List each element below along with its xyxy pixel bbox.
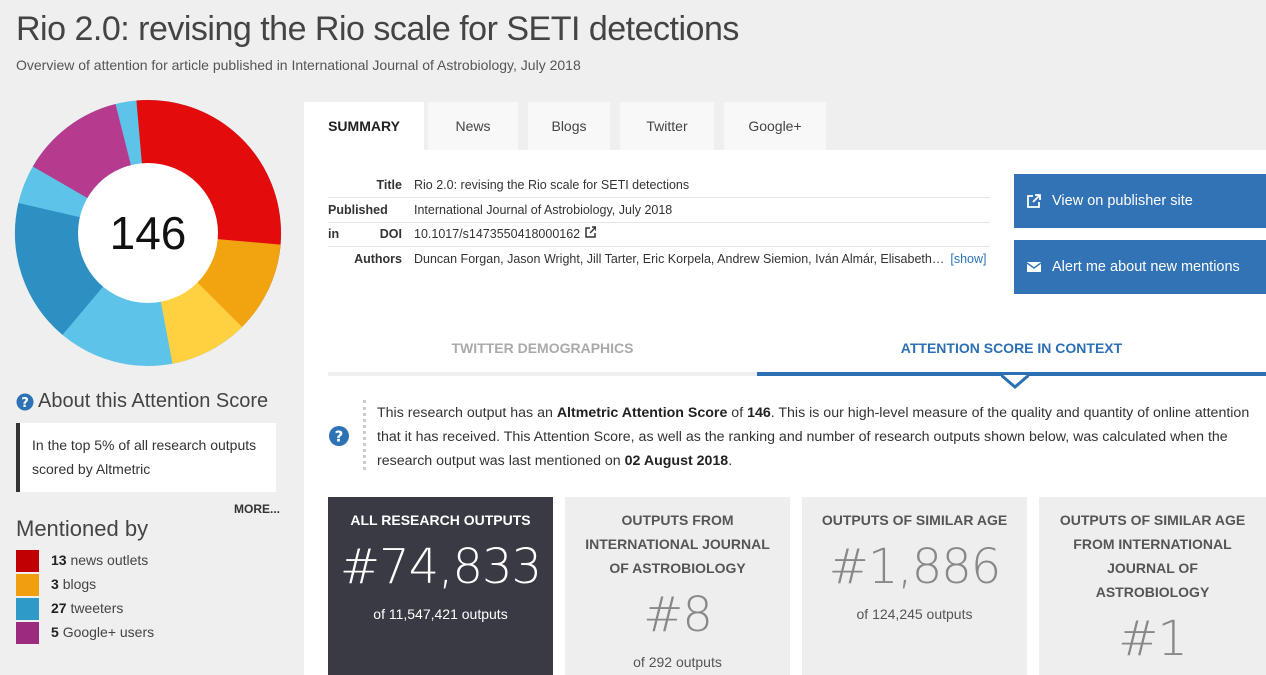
mentioned-heading: Mentioned by xyxy=(16,516,149,541)
rank-card: OUTPUTS FROM INTERNATIONAL JOURNAL OF AS… xyxy=(565,497,790,675)
subtab-line xyxy=(328,372,757,376)
detail-row: Authors Duncan Forgan, Jason Wright, Jill… xyxy=(328,247,990,271)
detail-value: International Journal of Astrobiology, J… xyxy=(414,202,673,217)
mention-label: Google+ users xyxy=(62,624,155,640)
more-link[interactable]: MORE... xyxy=(233,502,280,516)
detail-value: Duncan Forgan, Jason Wright, Jill Tarter… xyxy=(414,251,987,266)
context-part: Altmetric Attention Score xyxy=(556,405,728,421)
tab[interactable]: Twitter xyxy=(620,102,714,150)
card-title: OUTPUTS FROM INTERNATIONAL JOURNAL OF AS… xyxy=(585,512,770,576)
mention-label: blogs xyxy=(62,576,97,592)
detail-row: Published in International Journal of Ast… xyxy=(328,198,990,241)
card-title: OUTPUTS OF SIMILAR AGE xyxy=(821,512,1008,528)
article-title: Rio 2.0: revising the Rio scale for SETI… xyxy=(16,10,739,48)
legend-swatch xyxy=(16,574,39,596)
detail-label: Authors xyxy=(354,251,402,266)
subtab-line-active xyxy=(757,372,1266,376)
card-rank: #8 xyxy=(643,587,713,643)
subtab[interactable]: ATTENTION SCORE IN CONTEXT xyxy=(900,340,1123,356)
donut-segment xyxy=(15,100,281,366)
subtab[interactable]: TWITTER DEMOGRAPHICS xyxy=(451,340,634,356)
external-icon xyxy=(1027,194,1041,208)
article-subtitle: Overview of attention for article publis… xyxy=(16,57,581,73)
donut-segment xyxy=(15,100,281,366)
card-rank: #1,886 xyxy=(828,539,1002,595)
rank-card: ALL RESEARCH OUTPUTS #74,833 of 11,547,421… xyxy=(328,497,553,675)
context-text: This research output has an Altmetric At… xyxy=(377,401,1262,473)
alert-button[interactable]: Alert me about new mentions xyxy=(1014,240,1266,294)
donut-segment xyxy=(15,100,281,366)
context-part: of xyxy=(727,405,748,421)
context-part: This research output has an xyxy=(377,405,557,421)
card-rank: #74,833 xyxy=(339,539,542,595)
quote-bar xyxy=(363,400,366,470)
detail-label: DOI xyxy=(379,227,402,241)
detail-label: Title xyxy=(376,178,402,192)
context-part: . xyxy=(728,453,733,469)
tab[interactable]: Google+ xyxy=(724,102,826,150)
detail-value: Rio 2.0: revising the Rio scale for SETI… xyxy=(414,178,690,192)
legend-swatch xyxy=(16,598,39,620)
subtab-arrow xyxy=(1001,375,1029,389)
show-link[interactable]: [show] xyxy=(950,251,987,266)
row-separator xyxy=(328,197,990,198)
detail-row: DOI 10.1017/s1473550418000162 xyxy=(328,222,990,246)
about-heading: About this Attention Score xyxy=(38,390,269,412)
help-icon[interactable]: ? xyxy=(16,393,34,411)
donut-hole xyxy=(78,163,218,303)
button-label: Alert me about new mentions xyxy=(1052,259,1240,275)
detail-value: 10.1017/s1473550418000162 xyxy=(414,222,597,246)
context-part: 02 August 2018 xyxy=(624,453,729,469)
mention-item: 13 news outlets xyxy=(51,552,148,568)
mention-item: 27 tweeters xyxy=(51,600,123,616)
mail-icon xyxy=(1027,262,1041,272)
mention-count: 3 xyxy=(51,576,59,592)
mention-label: news outlets xyxy=(70,552,149,568)
publisher-button[interactable]: View on publisher site xyxy=(1014,174,1266,228)
mention-item: 3 blogs xyxy=(51,576,96,592)
score-donut: 146 xyxy=(14,99,281,366)
tab[interactable]: News xyxy=(428,102,518,150)
card-of: of 292 outputs xyxy=(633,654,722,670)
card-of: of 124,245 outputs xyxy=(856,606,973,622)
donut-segment xyxy=(14,99,281,366)
svg-text:?: ? xyxy=(21,396,29,411)
mention-label: tweeters xyxy=(70,600,124,616)
button-label: View on publisher site xyxy=(1052,193,1193,209)
context-part: . This is our high-level measure of the … xyxy=(377,405,1250,469)
help-icon[interactable]: ? xyxy=(328,425,350,447)
about-box: In the top 5% of all research outputs sc… xyxy=(16,423,276,492)
external-icon xyxy=(585,226,597,238)
mention-item: 5 Google+ users xyxy=(51,624,154,640)
detail-row: Title Rio 2.0: revising the Rio scale for… xyxy=(328,173,990,197)
svg-text:?: ? xyxy=(335,428,344,446)
row-separator xyxy=(328,246,990,247)
legend-swatch xyxy=(16,622,39,644)
card-title: OUTPUTS OF SIMILAR AGE FROM INTERNATIONA… xyxy=(1059,512,1246,600)
rank-card: OUTPUTS OF SIMILAR AGE #1,886 of 124,245 o… xyxy=(802,497,1027,675)
row-separator xyxy=(328,221,990,223)
rank-card: OUTPUTS OF SIMILAR AGE FROM INTERNATIONA… xyxy=(1039,497,1266,675)
mention-count: 5 xyxy=(51,624,59,640)
mention-count: 27 xyxy=(51,600,67,616)
card-title: ALL RESEARCH OUTPUTS xyxy=(350,512,531,528)
card-of: of 11,547,421 outputs xyxy=(373,606,508,622)
tab[interactable]: Blogs xyxy=(528,102,610,150)
tab[interactable]: SUMMARY xyxy=(304,102,424,150)
mention-count: 13 xyxy=(51,552,67,568)
context-part: 146 xyxy=(747,405,771,421)
card-rank: #1 xyxy=(1118,611,1188,667)
detail-label: Published in xyxy=(328,202,388,241)
legend-swatch xyxy=(16,550,39,572)
score: 146 xyxy=(110,207,187,259)
